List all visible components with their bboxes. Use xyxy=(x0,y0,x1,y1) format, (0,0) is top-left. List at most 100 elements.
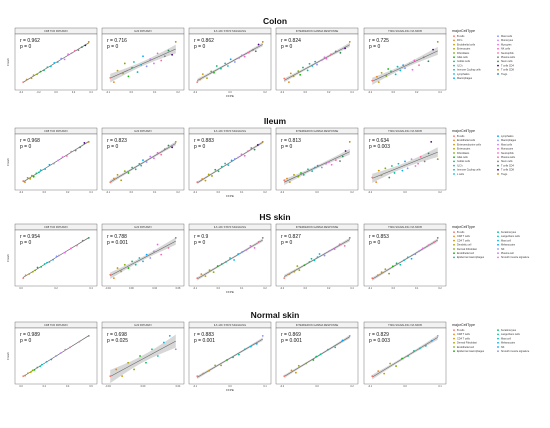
data-point xyxy=(410,257,413,260)
data-point xyxy=(127,172,130,174)
data-point xyxy=(225,261,227,263)
data-point xyxy=(316,164,319,167)
data-point xyxy=(410,158,413,161)
panel-strip-label: TNFA SIGNALING VIA NFKB xyxy=(388,29,422,33)
x-tick-label: -0.2 xyxy=(280,385,285,388)
data-point xyxy=(200,273,203,276)
data-point xyxy=(48,163,51,166)
x-tick-label: 0.2 xyxy=(350,191,354,194)
x-tick-label: -0.1 xyxy=(193,287,198,290)
data-point xyxy=(241,251,244,253)
x-tick-label: -0.1 xyxy=(106,91,111,94)
regression-line xyxy=(284,239,350,277)
data-point xyxy=(227,65,229,67)
legend-marker xyxy=(453,248,455,250)
data-point xyxy=(22,277,25,280)
x-tick-label: 0.4 xyxy=(89,287,93,290)
data-point xyxy=(297,364,300,367)
regression-line xyxy=(372,151,438,179)
data-point xyxy=(247,150,249,153)
r-value: r = 0.962 xyxy=(20,38,40,44)
data-point xyxy=(334,346,337,349)
panel-strip-label: TNFA SIGNALING VIA NFKB xyxy=(388,323,422,327)
data-point xyxy=(306,69,309,72)
x-tick-label: 0.4 xyxy=(350,287,354,290)
data-point xyxy=(151,348,153,351)
data-point xyxy=(256,144,259,146)
data-point xyxy=(59,352,62,355)
data-point xyxy=(171,53,174,56)
x-axis-label: FFPE xyxy=(226,290,234,294)
x-tick-label: 0.2 xyxy=(72,91,76,94)
legend-entry: NK xyxy=(501,248,505,251)
data-point xyxy=(393,172,396,174)
data-point xyxy=(330,163,333,166)
data-point xyxy=(430,140,433,143)
legend-marker xyxy=(497,147,499,150)
legend-marker xyxy=(497,68,499,71)
data-point xyxy=(224,62,227,65)
x-tick-label: 0.0 xyxy=(228,385,232,388)
r-value: r = 0.823 xyxy=(107,138,127,144)
data-point xyxy=(22,81,25,84)
p-value: p = 0 xyxy=(20,240,31,246)
data-point xyxy=(220,263,223,265)
data-point xyxy=(333,248,336,251)
legend-marker xyxy=(453,39,455,42)
data-point xyxy=(310,257,313,260)
r-value: r = 0.788 xyxy=(107,234,127,240)
legend-entry: Neutrophils xyxy=(501,152,514,155)
data-point xyxy=(233,259,235,261)
r-value: r = 0.883 xyxy=(194,138,214,144)
legend-entry: Plasma cells xyxy=(501,56,516,59)
data-point xyxy=(414,253,417,256)
regression-line xyxy=(284,151,350,183)
data-point xyxy=(121,375,124,378)
legend-entry: Macrophages xyxy=(501,139,517,142)
data-point xyxy=(240,54,243,57)
r-value: r = 0.9 xyxy=(194,234,209,240)
legend-marker xyxy=(497,156,499,159)
data-point xyxy=(75,244,78,247)
data-point xyxy=(249,245,252,247)
r-value: r = 0.813 xyxy=(281,138,301,144)
panel-strip-label: INTERFERON GAMMA RESPONSE xyxy=(296,129,339,133)
legend-entry: Mast cell xyxy=(501,239,511,242)
data-point xyxy=(202,372,205,375)
data-point xyxy=(292,75,295,78)
data-point xyxy=(31,369,34,372)
x-tick-label: 0.2 xyxy=(438,191,442,194)
data-point xyxy=(254,50,257,53)
legend-marker xyxy=(497,143,499,146)
data-point xyxy=(87,334,90,337)
p-value: p = 0.001 xyxy=(194,338,215,344)
data-point xyxy=(112,177,115,180)
data-point xyxy=(160,253,163,256)
x-tick-label: 0.2 xyxy=(350,385,354,388)
p-value: p = 0.025 xyxy=(107,338,128,344)
legend-marker xyxy=(453,235,455,238)
data-point xyxy=(55,355,57,357)
data-point xyxy=(245,249,248,251)
data-point xyxy=(288,181,291,184)
data-point xyxy=(302,173,305,176)
regression-line xyxy=(372,50,438,82)
data-point xyxy=(81,239,84,242)
data-point xyxy=(320,59,323,62)
data-point xyxy=(314,166,316,169)
data-point xyxy=(58,254,60,257)
data-point xyxy=(237,156,240,159)
data-point xyxy=(163,55,166,58)
data-point xyxy=(238,57,240,59)
data-point xyxy=(214,364,217,367)
r-value: r = 0.968 xyxy=(20,138,40,144)
data-point xyxy=(32,175,35,178)
data-point xyxy=(67,53,69,56)
r-value: r = 0.883 xyxy=(194,332,214,338)
legend-entry: Monocytes xyxy=(501,148,514,151)
x-tick-label: 0.2 xyxy=(438,287,442,290)
data-point xyxy=(388,176,391,179)
